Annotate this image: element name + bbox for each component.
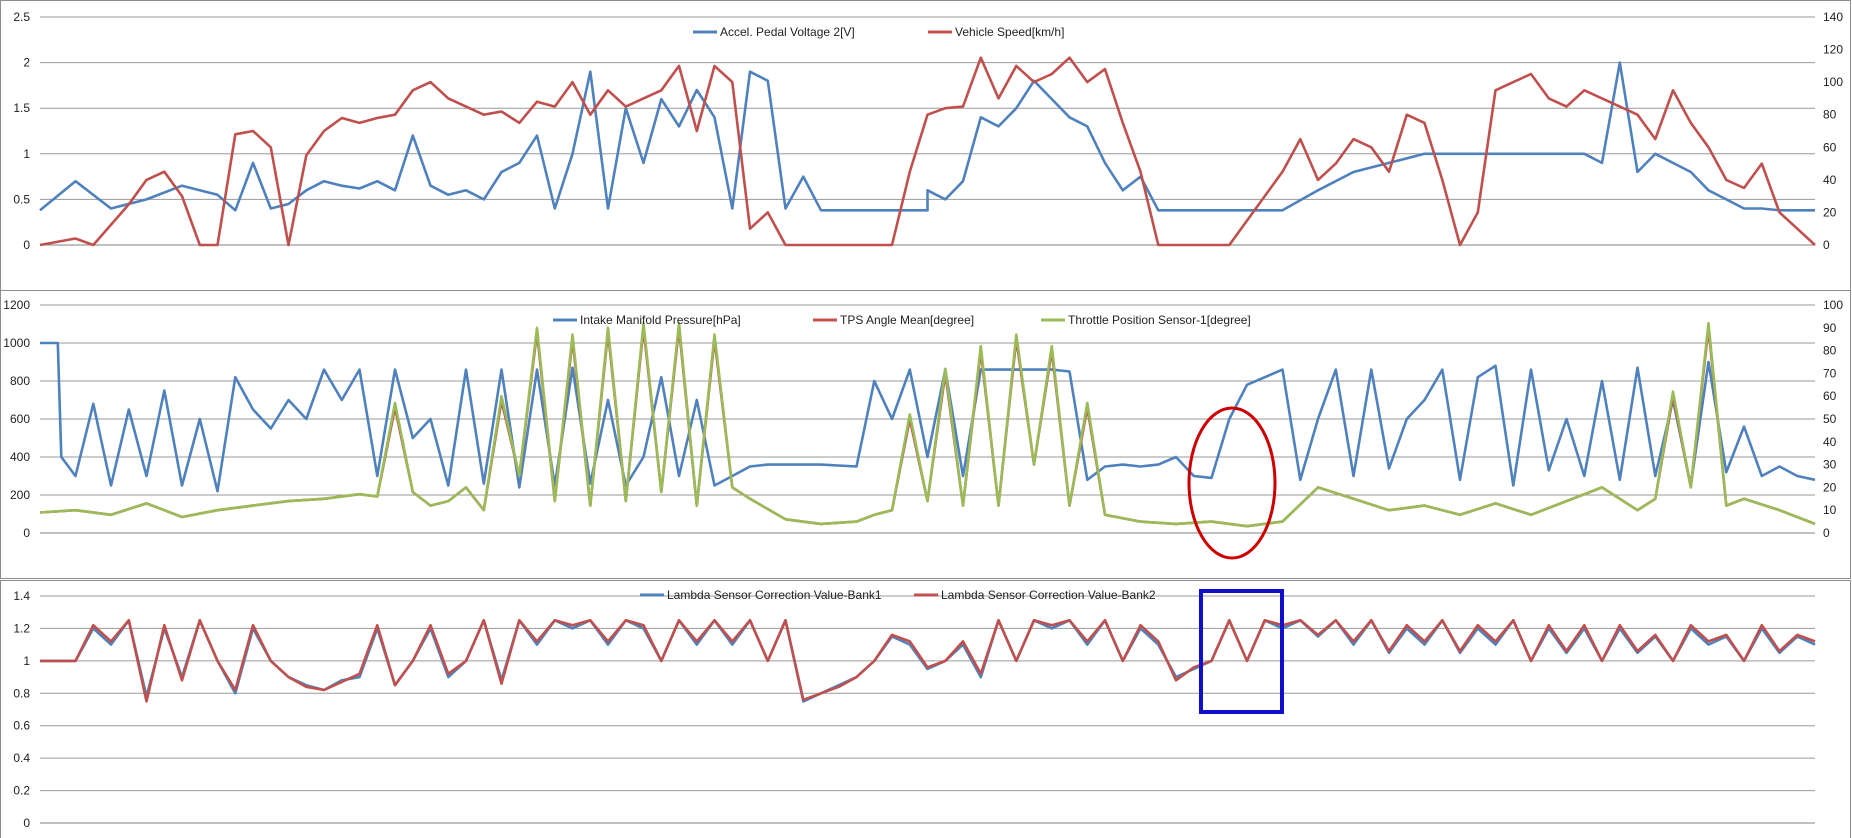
y-right-tick-label: 20 — [1823, 480, 1837, 494]
y-right-tick-label: 20 — [1823, 205, 1837, 219]
y-right-tick-label: 100 — [1823, 75, 1843, 89]
series-line-1 — [39, 61, 1815, 212]
y-left-tick-label: 0 — [23, 526, 30, 540]
legend-label: Throttle Position Sensor-1[degree] — [1068, 313, 1251, 327]
chart-frame — [0, 290, 1851, 579]
y-right-tick-label: 60 — [1823, 389, 1837, 403]
y-right-tick-label: 40 — [1823, 435, 1837, 449]
y-right-tick-label: 50 — [1823, 412, 1837, 426]
y-left-tick-label: 2 — [23, 56, 30, 70]
y-left-tick-label: 0.4 — [13, 751, 30, 765]
highlight-ellipse — [1187, 406, 1277, 560]
y-left-tick-label: 1.2 — [13, 621, 30, 635]
y-left-tick-label: 1.4 — [13, 589, 30, 603]
y-right-tick-label: 0 — [1823, 526, 1830, 540]
series-line-1 — [40, 341, 1816, 493]
legend-label: Accel. Pedal Voltage 2[V] — [720, 25, 855, 39]
y-left-tick-label: 0.6 — [13, 719, 30, 733]
y-right-tick-label: 0 — [1823, 238, 1830, 252]
y-right-tick-label: 70 — [1823, 366, 1837, 380]
chart-panel-2: 0 200 400 600 800 1000 1200 0 10 20 30 40 50 60 70 80 90… — [0, 290, 1851, 579]
y-right-tick-label: 100 — [1823, 298, 1843, 312]
legend-label: Lambda Sensor Correction Value-Bank1 — [667, 588, 882, 602]
y-left-tick-label: 0.2 — [13, 784, 30, 798]
y-left-tick-label: 1 — [23, 147, 30, 161]
series-line-2 — [39, 56, 1816, 247]
legend-label: Lambda Sensor Correction Value-Bank2 — [941, 588, 1156, 602]
y-right-tick-label: 120 — [1823, 43, 1843, 57]
y-right-tick-label: 90 — [1823, 321, 1837, 335]
chart-frame — [0, 0, 1851, 291]
y-left-tick-label: 0 — [23, 816, 30, 830]
y-left-tick-label: 0.8 — [13, 686, 30, 700]
y-left-tick-label: 0.5 — [13, 192, 30, 206]
y-right-tick-label: 80 — [1823, 344, 1837, 358]
y-right-tick-label: 40 — [1823, 173, 1837, 187]
y-left-tick-label: 2.5 — [13, 10, 30, 24]
y-left-tick-label: 600 — [10, 412, 30, 426]
y-right-tick-label: 60 — [1823, 140, 1837, 154]
legend-label: Vehicle Speed[km/h] — [955, 25, 1064, 39]
y-left-tick-label: 800 — [10, 374, 30, 388]
chart-frame — [0, 580, 1851, 838]
legend-label: TPS Angle Mean[degree] — [840, 313, 974, 327]
y-left-tick-label: 1000 — [3, 336, 30, 350]
y-right-tick-label: 80 — [1823, 108, 1837, 122]
y-left-tick-label: 1200 — [3, 298, 30, 312]
y-left-tick-label: 1 — [23, 654, 30, 668]
chart-panel-3: 0 0.2 0.4 0.6 0.8 1 1.2 1.4 Lambda Sensor Correc… — [0, 580, 1851, 838]
y-left-tick-label: 0 — [23, 238, 30, 252]
legend-label: Intake Manifold Pressure[hPa] — [580, 313, 741, 327]
series-line-3 — [39, 321, 1816, 528]
series-line-2 — [40, 619, 1816, 703]
y-left-tick-label: 1.5 — [13, 101, 30, 115]
y-left-tick-label: 200 — [10, 488, 30, 502]
y-right-tick-label: 140 — [1823, 10, 1843, 24]
y-right-tick-label: 30 — [1823, 458, 1837, 472]
y-left-tick-label: 400 — [10, 450, 30, 464]
chart-panel-1: 0 0.5 1 1.5 2 2.5 0 20 40 60 80 100 120 140 Accel. Ped… — [0, 0, 1851, 291]
y-right-tick-label: 10 — [1823, 503, 1837, 517]
highlight-rectangle — [1199, 589, 1284, 714]
